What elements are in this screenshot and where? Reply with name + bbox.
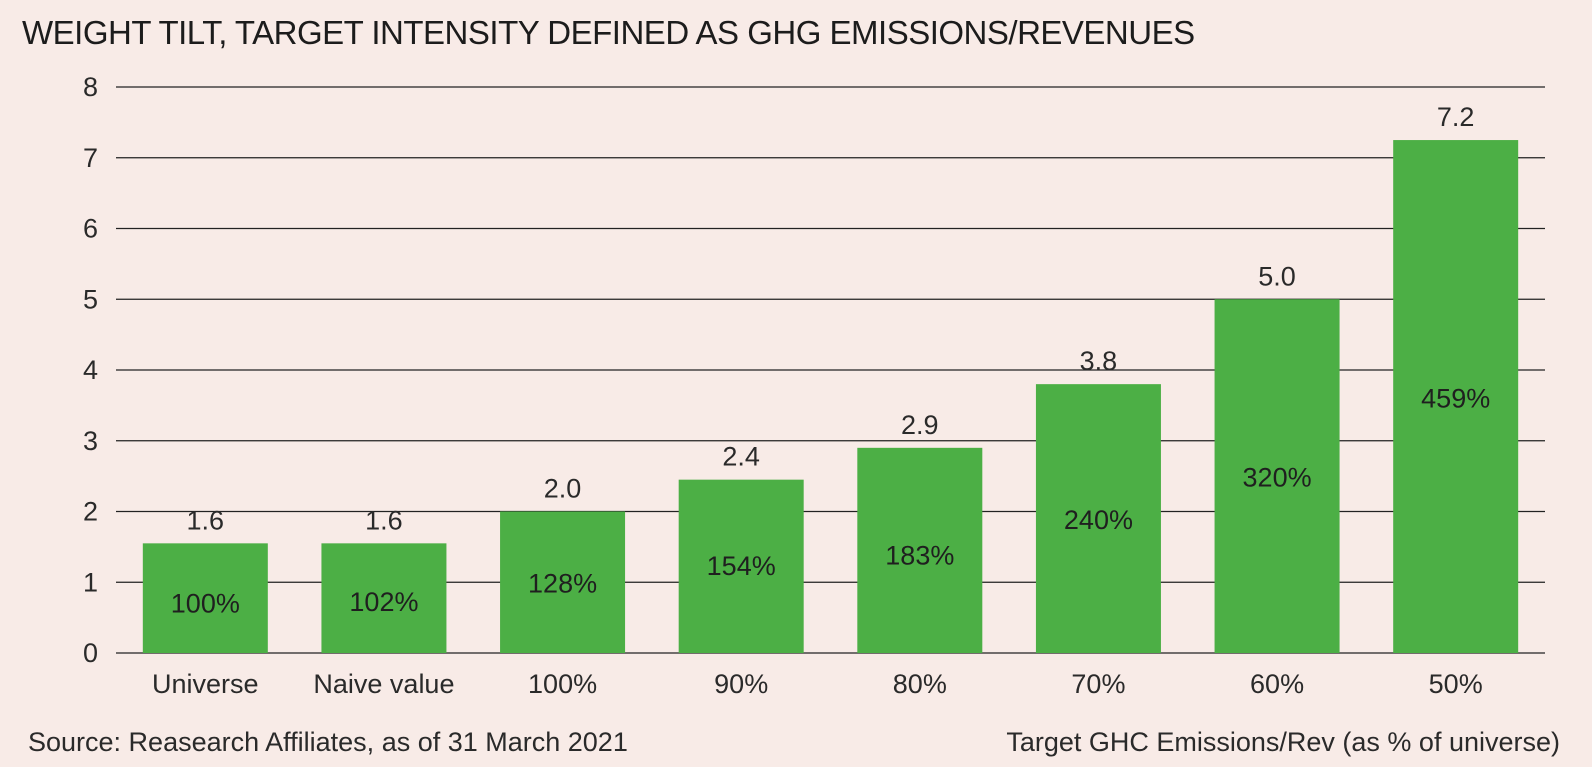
y-tick-5: 5	[83, 284, 98, 314]
value-label-2: 2.0	[544, 474, 582, 504]
value-label-4: 2.9	[901, 410, 939, 440]
x-tick-7: 50%	[1429, 669, 1483, 699]
y-tick-8: 8	[83, 72, 98, 102]
chart-title: WEIGHT TILT, TARGET INTENSITY DEFINED AS…	[22, 14, 1195, 51]
y-axis-ticks: 0 1 2 3 4 5 6 7 8	[83, 72, 98, 668]
source-note: Source: Reasearch Affiliates, as of 31 M…	[28, 727, 628, 757]
y-tick-1: 1	[83, 567, 98, 597]
y-tick-7: 7	[83, 143, 98, 173]
bars	[142, 140, 1519, 653]
inner-label-0: 100%	[171, 588, 240, 618]
inner-label-7: 459%	[1421, 383, 1490, 413]
value-label-6: 5.0	[1258, 261, 1296, 291]
inner-label-5: 240%	[1064, 505, 1133, 535]
bar-1	[321, 543, 447, 653]
y-tick-0: 0	[83, 638, 98, 668]
x-tick-2: 100%	[528, 669, 597, 699]
inner-label-6: 320%	[1243, 463, 1312, 493]
bar-7	[1393, 140, 1519, 653]
value-label-5: 3.8	[1080, 346, 1118, 376]
x-tick-0: Universe	[152, 669, 259, 699]
x-tick-4: 80%	[893, 669, 947, 699]
value-label-0: 1.6	[187, 505, 225, 535]
bar-3	[678, 479, 804, 653]
bar-5	[1035, 384, 1161, 653]
x-tick-6: 60%	[1250, 669, 1304, 699]
bar-2	[500, 511, 626, 653]
value-label-7: 7.2	[1437, 102, 1475, 132]
x-tick-3: 90%	[714, 669, 768, 699]
value-label-3: 2.4	[722, 442, 760, 472]
x-tick-5: 70%	[1071, 669, 1125, 699]
bar-6	[1214, 299, 1340, 653]
inner-label-2: 128%	[528, 569, 597, 599]
data-labels: 1.6 100% 1.6 102% 2.0 128% 2.4 154% 2.9 183% 3.8 24…	[171, 102, 1490, 618]
x-tick-1: Naive value	[313, 669, 454, 699]
bar-4	[857, 447, 983, 653]
y-tick-6: 6	[83, 214, 98, 244]
inner-label-4: 183%	[885, 540, 954, 570]
value-label-1: 1.6	[365, 505, 403, 535]
y-tick-2: 2	[83, 497, 98, 527]
inner-label-3: 154%	[707, 551, 776, 581]
inner-label-1: 102%	[349, 587, 418, 617]
y-tick-3: 3	[83, 426, 98, 456]
y-tick-4: 4	[83, 355, 98, 385]
x-axis-title: Target GHC Emissions/Rev (as % of univer…	[1006, 727, 1560, 757]
x-axis-ticks: Universe Naive value 100% 90% 80% 70% 60% 50%	[152, 669, 1483, 699]
bar-0	[142, 543, 268, 653]
